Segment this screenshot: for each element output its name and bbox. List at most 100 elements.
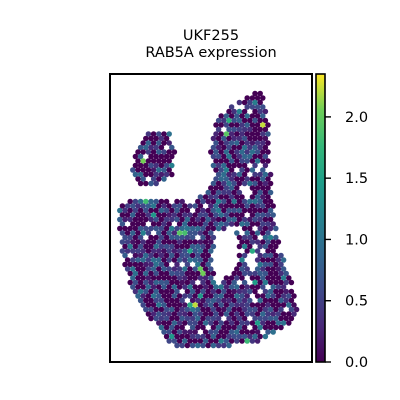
spot bbox=[239, 176, 245, 182]
spot bbox=[202, 293, 209, 299]
spot bbox=[192, 302, 198, 308]
spot bbox=[205, 234, 211, 241]
spot bbox=[249, 140, 256, 146]
spot bbox=[262, 261, 269, 268]
spot bbox=[241, 135, 248, 142]
spot bbox=[231, 108, 237, 115]
spot bbox=[205, 198, 211, 205]
spot bbox=[179, 324, 185, 331]
spot bbox=[241, 162, 248, 169]
spot bbox=[148, 171, 154, 178]
spot bbox=[254, 149, 261, 155]
spot bbox=[163, 324, 170, 331]
spot bbox=[249, 176, 256, 182]
spot bbox=[231, 135, 237, 142]
spot bbox=[215, 117, 222, 124]
spot bbox=[267, 234, 274, 241]
spot bbox=[197, 320, 204, 326]
spot bbox=[148, 225, 154, 232]
spot bbox=[260, 257, 266, 263]
spot bbox=[182, 239, 188, 245]
plot-frame bbox=[109, 73, 313, 363]
spot bbox=[137, 243, 144, 250]
spot bbox=[140, 149, 146, 155]
spot bbox=[223, 185, 230, 191]
spot bbox=[234, 230, 240, 236]
spot bbox=[249, 320, 256, 326]
spot bbox=[189, 252, 196, 259]
spot bbox=[218, 329, 224, 335]
spot bbox=[166, 239, 172, 245]
spot bbox=[182, 302, 188, 308]
spot bbox=[143, 144, 149, 151]
spot bbox=[270, 284, 276, 290]
spot bbox=[184, 243, 191, 250]
spot bbox=[145, 212, 152, 218]
spot bbox=[150, 158, 157, 164]
spot bbox=[254, 203, 261, 209]
spot bbox=[247, 153, 253, 160]
spot bbox=[215, 171, 222, 178]
spot bbox=[187, 329, 193, 335]
spot bbox=[283, 297, 289, 304]
spot bbox=[200, 270, 206, 277]
spot bbox=[174, 252, 180, 259]
spot bbox=[288, 315, 295, 322]
spot bbox=[197, 239, 204, 245]
spot bbox=[174, 198, 180, 205]
spot bbox=[241, 99, 248, 106]
spot bbox=[143, 198, 149, 205]
spot bbox=[148, 288, 154, 295]
spot bbox=[210, 189, 217, 196]
spot bbox=[182, 212, 188, 218]
spot bbox=[244, 122, 250, 128]
spot bbox=[218, 113, 224, 119]
spot bbox=[169, 153, 175, 160]
spot bbox=[189, 225, 196, 232]
spot bbox=[171, 239, 178, 245]
spot bbox=[226, 216, 232, 223]
spot bbox=[184, 342, 191, 349]
spot bbox=[122, 243, 128, 250]
spot bbox=[156, 311, 162, 317]
spot bbox=[153, 243, 159, 250]
spot bbox=[127, 261, 133, 268]
spot bbox=[231, 306, 237, 313]
spot bbox=[226, 180, 232, 187]
spot bbox=[163, 288, 170, 295]
spot bbox=[189, 297, 196, 304]
spot bbox=[187, 275, 193, 281]
spot bbox=[236, 234, 243, 241]
spot bbox=[163, 252, 170, 259]
spot bbox=[153, 162, 159, 169]
spot bbox=[153, 234, 159, 241]
spot bbox=[252, 270, 258, 277]
spot bbox=[189, 333, 196, 340]
spot bbox=[127, 279, 133, 286]
spot bbox=[221, 342, 227, 349]
spot bbox=[265, 293, 271, 299]
spot bbox=[262, 117, 269, 124]
spot bbox=[166, 158, 172, 164]
spot bbox=[223, 320, 230, 326]
spot bbox=[169, 333, 175, 340]
spot bbox=[130, 266, 136, 272]
spot bbox=[205, 225, 211, 232]
spot bbox=[228, 131, 235, 137]
spot bbox=[273, 279, 279, 286]
spot bbox=[226, 198, 232, 205]
spot bbox=[200, 198, 206, 205]
spot bbox=[195, 306, 201, 313]
spot bbox=[200, 333, 206, 340]
spot bbox=[187, 266, 193, 272]
spot bbox=[192, 203, 198, 209]
spot bbox=[280, 302, 287, 308]
spot bbox=[260, 95, 266, 101]
spot bbox=[187, 320, 193, 326]
spot bbox=[200, 297, 206, 304]
spot bbox=[280, 311, 287, 317]
spot bbox=[215, 198, 222, 205]
spot bbox=[270, 320, 276, 326]
spot bbox=[137, 216, 144, 223]
spot bbox=[166, 212, 172, 218]
